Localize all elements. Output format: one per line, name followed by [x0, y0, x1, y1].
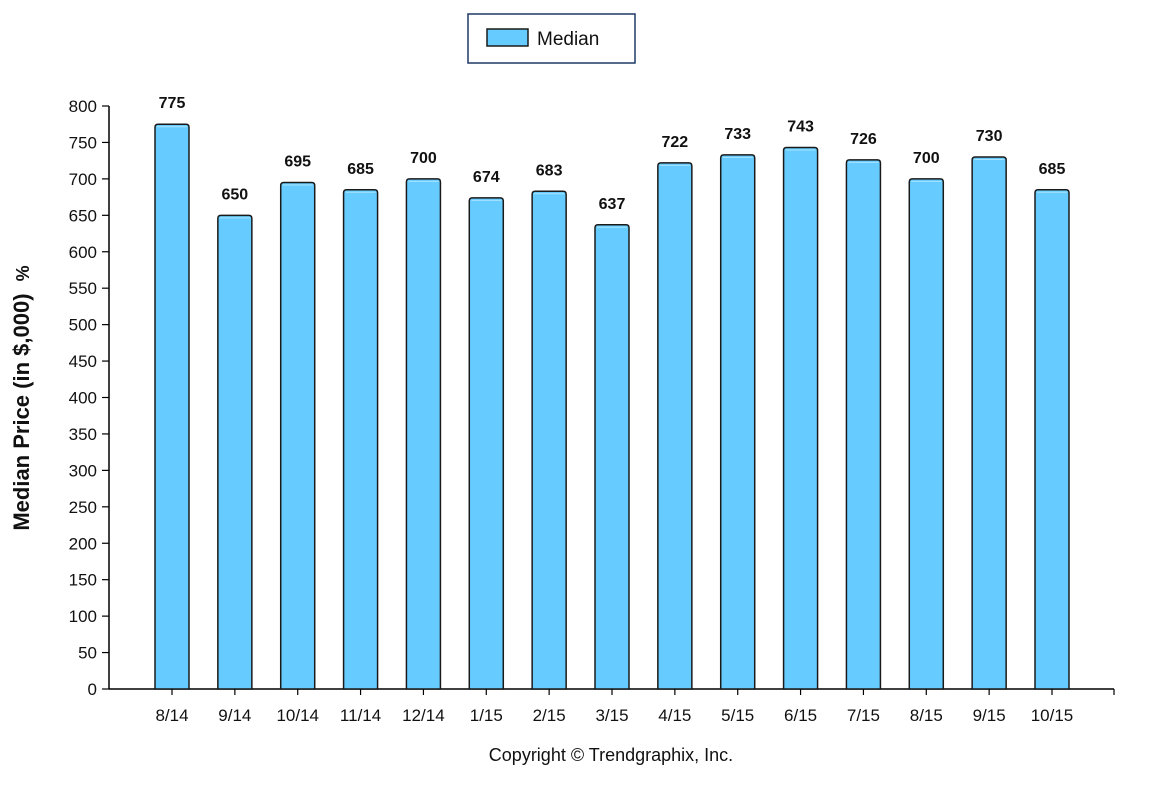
- bar-10-14: [279, 181, 316, 690]
- y-tick-label: 500: [69, 316, 97, 335]
- y-tick-label: 450: [69, 352, 97, 371]
- x-tick-label: 8/14: [155, 706, 188, 725]
- x-tick-label: 3/15: [595, 706, 628, 725]
- value-label: 700: [410, 150, 437, 167]
- y-tick-label: 200: [69, 534, 97, 553]
- bars: [154, 123, 1070, 690]
- value-label: 637: [599, 196, 626, 213]
- x-axis-labels: 8/14 9/14 10/14 11/14 12/14 1/15 2/15 3/15 4/15 5…: [155, 689, 1115, 725]
- bar-10-15: [1034, 189, 1070, 690]
- bar-5-15: [719, 154, 756, 690]
- y-tick-label: 600: [69, 243, 97, 262]
- value-label: 674: [473, 169, 500, 186]
- x-tick-label: 7/15: [847, 706, 880, 725]
- legend-swatch: [486, 28, 529, 47]
- y-tick-label: 300: [69, 461, 97, 480]
- x-tick-label: 4/15: [658, 706, 691, 725]
- value-label: 733: [724, 126, 751, 143]
- y-axis-ticks: 0 50 100 150 200 250 300 350 400 450 500 550 600 650 7…: [69, 97, 109, 699]
- bar-4-15: [657, 162, 693, 690]
- bar-12-14: [405, 178, 442, 690]
- value-label: 722: [662, 134, 689, 151]
- value-label: 683: [536, 162, 563, 179]
- y-tick-label: 150: [69, 571, 97, 590]
- bar-8-14: [154, 123, 190, 690]
- bar-11-14: [342, 189, 379, 690]
- y-tick-label: 650: [69, 206, 97, 225]
- y-tick-label: 100: [69, 607, 97, 626]
- x-tick-label: 10/15: [1031, 706, 1074, 725]
- bar-3-15: [594, 224, 630, 690]
- y-tick-label: 700: [69, 170, 97, 189]
- bar-2-15: [531, 190, 567, 690]
- y-axis-title-group: Median Price (in $,000) %: [9, 265, 34, 530]
- x-tick-label: 11/14: [340, 706, 381, 725]
- value-label: 695: [284, 154, 311, 171]
- x-tick-label: 1/15: [470, 706, 503, 725]
- legend: Median: [467, 13, 636, 64]
- value-label: 743: [787, 119, 814, 136]
- y-axis-title-suffix: %: [13, 265, 33, 281]
- bar-1-15: [468, 197, 505, 690]
- value-label: 700: [913, 150, 940, 167]
- value-label: 726: [850, 131, 877, 148]
- value-label: 730: [976, 128, 1003, 145]
- value-label: 775: [159, 95, 186, 112]
- x-tick-label: 9/14: [218, 706, 251, 725]
- legend-label: Median: [537, 29, 599, 50]
- x-tick-label: 2/15: [533, 706, 566, 725]
- value-label: 685: [347, 161, 374, 178]
- value-label: 650: [222, 186, 249, 203]
- y-tick-label: 750: [69, 133, 97, 152]
- bar-6-15: [782, 146, 819, 690]
- bar-9-14: [217, 214, 253, 690]
- y-tick-label: 0: [88, 680, 97, 699]
- bar-8-15: [908, 178, 945, 690]
- x-tick-label: 8/15: [910, 706, 943, 725]
- x-tick-label: 6/15: [784, 706, 817, 725]
- bar-9-15: [971, 156, 1007, 690]
- y-tick-label: 50: [78, 644, 97, 663]
- copyright-text: Copyright © Trendgraphix, Inc.: [489, 745, 733, 765]
- value-labels: 775 650 695 685 700 674 683 637 722 733 743 726 700 7…: [159, 95, 1066, 213]
- value-label: 685: [1039, 161, 1066, 178]
- x-tick-label: 12/14: [402, 706, 445, 725]
- y-tick-label: 400: [69, 389, 97, 408]
- x-tick-label: 10/14: [276, 706, 319, 725]
- bar-7-15: [845, 159, 882, 690]
- x-tick-label: 9/15: [973, 706, 1006, 725]
- y-axis-title: Median Price (in $,000) %: [9, 265, 34, 530]
- y-tick-label: 800: [69, 97, 97, 116]
- y-axis-title-text: Median Price (in $,000): [9, 293, 34, 530]
- y-tick-label: 550: [69, 279, 97, 298]
- y-tick-label: 350: [69, 425, 97, 444]
- y-tick-label: 250: [69, 498, 97, 517]
- x-tick-label: 5/15: [721, 706, 754, 725]
